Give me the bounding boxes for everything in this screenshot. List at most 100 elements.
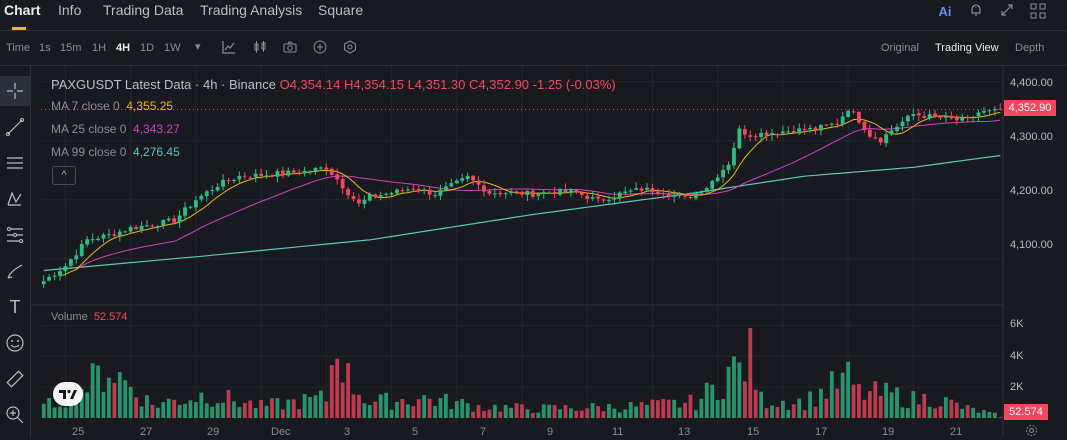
volume-bar xyxy=(547,404,552,418)
volume-bar xyxy=(895,387,899,418)
volume-bar xyxy=(742,381,747,418)
candle-body xyxy=(52,275,57,277)
legend-collapse-button[interactable]: ^ xyxy=(52,166,76,185)
volume-bar xyxy=(737,362,742,418)
camera-icon[interactable] xyxy=(283,40,297,57)
ma25-line xyxy=(76,119,1001,270)
fib-icon[interactable] xyxy=(0,220,30,250)
grid-icon[interactable] xyxy=(1029,3,1047,21)
candle-body xyxy=(107,234,111,236)
candle-body xyxy=(607,200,611,202)
candle-body xyxy=(465,175,470,179)
tab-info[interactable]: Info xyxy=(58,2,82,18)
volume-bar xyxy=(987,411,992,418)
volume-bar xyxy=(427,398,432,418)
candle-body xyxy=(536,194,541,196)
tab-trading-data[interactable]: Trading Data xyxy=(103,2,184,18)
candle-body xyxy=(476,180,481,185)
interval-1h[interactable]: 1H xyxy=(92,42,107,54)
candle-body xyxy=(530,190,535,197)
volume-value: 52.574 xyxy=(93,311,128,323)
tab-trading-analysis[interactable]: Trading Analysis xyxy=(200,2,303,18)
ai-icon[interactable]: Ai xyxy=(938,4,952,19)
candle-body xyxy=(335,174,340,180)
candle-body xyxy=(802,129,807,131)
volume-bar xyxy=(242,403,247,418)
price-chart[interactable] xyxy=(31,66,1067,437)
horizontal-lines-icon[interactable] xyxy=(0,148,30,178)
expand-icon[interactable] xyxy=(998,3,1016,21)
interval-1d[interactable]: 1D xyxy=(140,42,155,54)
volume-bar xyxy=(215,403,220,418)
interval-dropdown-icon[interactable]: ▾ xyxy=(195,41,201,53)
volume-bar xyxy=(411,406,416,418)
volume-bar xyxy=(324,401,329,418)
candle-body xyxy=(601,199,606,201)
settings-hex-icon[interactable] xyxy=(343,40,357,57)
trendline-icon[interactable] xyxy=(0,112,30,142)
text-icon[interactable]: T xyxy=(9,297,21,317)
candle-body xyxy=(819,124,823,131)
candle-body xyxy=(764,132,769,136)
candle-body xyxy=(237,175,242,180)
chart-grid xyxy=(31,66,1004,437)
active-tab-underline xyxy=(12,27,26,30)
candle-body xyxy=(726,164,731,171)
volume-tick-label: 2K xyxy=(1010,381,1024,393)
ruler-icon[interactable] xyxy=(0,364,30,394)
volume-bar xyxy=(90,363,95,418)
volume-bar xyxy=(405,404,410,418)
add-icon[interactable] xyxy=(313,40,327,57)
volume-bar xyxy=(63,407,68,418)
volume-bar xyxy=(96,365,100,418)
volume-bar xyxy=(123,380,128,418)
candle-body xyxy=(411,188,416,190)
candle-body xyxy=(645,187,649,190)
volume-bar xyxy=(346,363,350,418)
interval-1s[interactable]: 1s xyxy=(39,42,51,54)
volume-bar xyxy=(569,408,573,418)
volume-bar xyxy=(857,384,861,418)
candle-body xyxy=(308,170,312,172)
volume-bar xyxy=(416,399,421,418)
zoom-icon[interactable] xyxy=(0,400,30,430)
volume-bar xyxy=(487,409,492,418)
volume-bar xyxy=(666,399,671,418)
volume-bar xyxy=(188,400,193,418)
volume-bar xyxy=(226,389,231,418)
candle-body xyxy=(949,115,954,119)
candle-body xyxy=(286,170,291,176)
emoji-icon[interactable] xyxy=(0,328,30,358)
drawing-sidebar: T xyxy=(0,66,31,437)
volume-label: Volume xyxy=(51,311,88,323)
brush-icon[interactable] xyxy=(0,256,30,286)
volume-bar xyxy=(905,408,910,418)
tab-square[interactable]: Square xyxy=(318,2,364,18)
volume-bar xyxy=(248,400,253,418)
interval-4h[interactable]: 4H xyxy=(116,42,131,54)
x-tick-label: 15 xyxy=(747,426,760,438)
volume-bar xyxy=(329,365,334,418)
view-original[interactable]: Original xyxy=(881,42,919,54)
crosshair-icon[interactable] xyxy=(0,76,30,106)
bell-icon[interactable] xyxy=(967,3,985,21)
candle-body xyxy=(47,276,52,281)
candle-type-icon[interactable] xyxy=(253,40,267,57)
volume-bar xyxy=(514,403,519,418)
candle-body xyxy=(889,130,894,135)
view-trading-view[interactable]: Trading View xyxy=(935,42,999,54)
tab-chart[interactable]: Chart xyxy=(4,2,41,18)
candle-body xyxy=(384,193,389,195)
candle-body xyxy=(808,127,812,130)
indicator-icon[interactable] xyxy=(222,40,236,57)
volume-bar xyxy=(302,394,307,418)
chart-settings-icon[interactable] xyxy=(1025,424,1038,440)
candle-body xyxy=(134,227,139,230)
interval-15m[interactable]: 15m xyxy=(60,42,82,54)
interval-1w[interactable]: 1W xyxy=(164,42,181,54)
pattern-icon[interactable] xyxy=(0,184,30,214)
candle-body xyxy=(569,190,573,194)
view-depth[interactable]: Depth xyxy=(1015,42,1045,54)
volume-bar xyxy=(835,388,840,418)
candle-body xyxy=(780,131,785,134)
